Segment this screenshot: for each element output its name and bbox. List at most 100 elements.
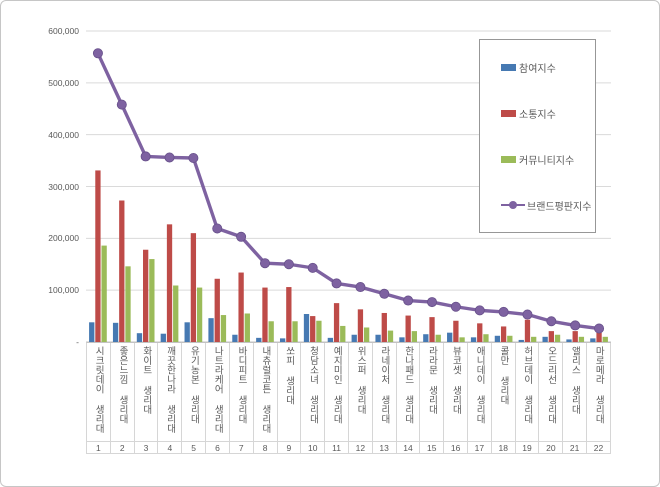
bar-소통지수 (572, 331, 578, 342)
bar-커뮤니티지수 (554, 334, 561, 342)
bar-소통지수 (453, 320, 459, 342)
marker-브랜드평판지수 (212, 223, 223, 234)
bar-소통지수 (524, 319, 531, 342)
category-label: 나트라케어 생리대 (212, 346, 224, 433)
bar-참여지수 (232, 334, 238, 342)
y-axis-tick-label: 300,000 (48, 181, 79, 192)
category-number: 20 (539, 441, 563, 454)
bar-커뮤니티지수 (507, 335, 513, 342)
y-axis-tick-label: 100,000 (48, 285, 79, 296)
category-number: 22 (587, 441, 610, 454)
category-number: 11 (325, 441, 348, 454)
category-number: 3 (134, 441, 158, 454)
legend-item: 브랜드평판지수 (480, 198, 595, 213)
marker-브랜드평판지수 (283, 259, 294, 270)
category-cell: 허브데이 생리대 19 (515, 343, 540, 454)
marker-브랜드평판지수 (331, 278, 342, 289)
bar-커뮤니티지수 (363, 327, 370, 342)
bar-참여지수 (303, 314, 310, 342)
category-number: 21 (563, 441, 587, 454)
marker-브랜드평판지수 (355, 282, 366, 293)
bar-커뮤니티지수 (125, 266, 131, 342)
marker-브랜드평판지수 (164, 152, 175, 163)
legend-line-marker-icon (501, 201, 525, 210)
bar-커뮤니티지수 (292, 321, 298, 342)
bar-소통지수 (119, 200, 125, 342)
bar-커뮤니티지수 (387, 330, 394, 342)
bar-소통지수 (214, 278, 220, 342)
bar-소통지수 (166, 224, 173, 342)
bar-소통지수 (310, 316, 316, 342)
category-cell: 내츄럴코튼 생리대 8 (253, 343, 278, 454)
bar-참여지수 (160, 333, 166, 342)
marker-브랜드평판지수 (236, 231, 247, 242)
bar-소통지수 (262, 287, 268, 342)
marker-브랜드평판지수 (498, 306, 509, 317)
marker-브랜드평판지수 (522, 309, 533, 320)
category-number: 12 (348, 441, 372, 454)
marker-브랜드평판지수 (450, 301, 461, 312)
legend-label: 브랜드평판지수 (527, 201, 592, 213)
bar-참여지수 (351, 334, 357, 342)
bar-커뮤니티지수 (531, 336, 537, 342)
category-number: 1 (87, 441, 110, 454)
category-label: 마로메라 생리대 (593, 346, 605, 424)
bar-커뮤니티지수 (196, 287, 203, 342)
legend-bar-swatch-icon (501, 109, 516, 117)
bar-참여지수 (256, 337, 262, 342)
bar-커뮤니티지수 (411, 331, 418, 342)
category-number: 17 (468, 441, 491, 454)
marker-브랜드평판지수 (474, 305, 485, 316)
bar-소통지수 (405, 315, 411, 342)
legend-label: 커뮤니티지수 (519, 155, 575, 167)
bar-커뮤니티지수 (101, 245, 107, 342)
legend-label: 소통지수 (519, 109, 556, 121)
category-label: 한나패드 생리대 (402, 346, 414, 424)
category-label: 앨리스 생리대 (569, 346, 581, 414)
bar-참여지수 (399, 337, 405, 342)
bar-참여지수 (279, 338, 286, 342)
bar-참여지수 (542, 336, 548, 342)
category-label: 콜만 생리대 (497, 346, 509, 405)
bar-소통지수 (286, 287, 292, 342)
category-cell: 콜만 생리대 18 (491, 343, 516, 454)
category-number: 2 (110, 441, 134, 454)
bar-커뮤니티지수 (316, 320, 322, 342)
category-label: 바디피트 생리대 (236, 346, 248, 424)
category-cell: 시크릿데이 생리대 1 (87, 343, 111, 454)
bar-커뮤니티지수 (268, 321, 274, 342)
marker-브랜드평판지수 (427, 297, 438, 308)
bar-소통지수 (357, 309, 364, 342)
category-cell: 라라문 생리대 15 (420, 343, 445, 454)
bar-소통지수 (143, 249, 149, 342)
category-number: 15 (420, 441, 444, 454)
category-label: 좋은느낌 생리대 (116, 346, 128, 424)
category-number: 13 (372, 441, 396, 454)
category-cell: 바디피트 생리대 7 (229, 343, 254, 454)
marker-브랜드평판지수 (307, 262, 318, 273)
marker-브랜드평판지수 (594, 323, 605, 334)
legend-item: 소통지수 (480, 106, 595, 121)
category-cell: 예지미인 생리대 11 (325, 343, 349, 454)
category-number: 18 (491, 441, 515, 454)
bar-참여지수 (89, 322, 95, 342)
bar-소통지수 (596, 332, 602, 342)
category-cell: 한나패드 생리대 14 (396, 343, 421, 454)
bar-커뮤니티지수 (578, 336, 585, 342)
category-cell: 라네이처 생리대 13 (372, 343, 397, 454)
marker-브랜드평판지수 (188, 152, 199, 163)
x-axis: 시크릿데이 생리대 1 좋은느낌 생리대 2 화이트 생리대 3 깨끗한나라 생리대 4 유기농… (86, 342, 611, 454)
bar-커뮤니티지수 (435, 334, 441, 342)
category-number: 10 (301, 441, 325, 454)
bar-참여지수 (447, 332, 453, 342)
category-cell: 나트라케어 생리대 6 (206, 343, 230, 454)
legend-label: 참여지수 (519, 63, 556, 75)
bar-참여지수 (470, 337, 477, 342)
category-cell: 앨리스 생리대 21 (563, 343, 588, 454)
category-number: 4 (158, 441, 182, 454)
category-label: 깨끗한나라 생리대 (164, 346, 176, 433)
y-axis-tick-label: 400,000 (48, 129, 79, 140)
y-axis-tick-label: 500,000 (48, 77, 79, 88)
category-label: 청담소녀 생리대 (307, 346, 319, 424)
